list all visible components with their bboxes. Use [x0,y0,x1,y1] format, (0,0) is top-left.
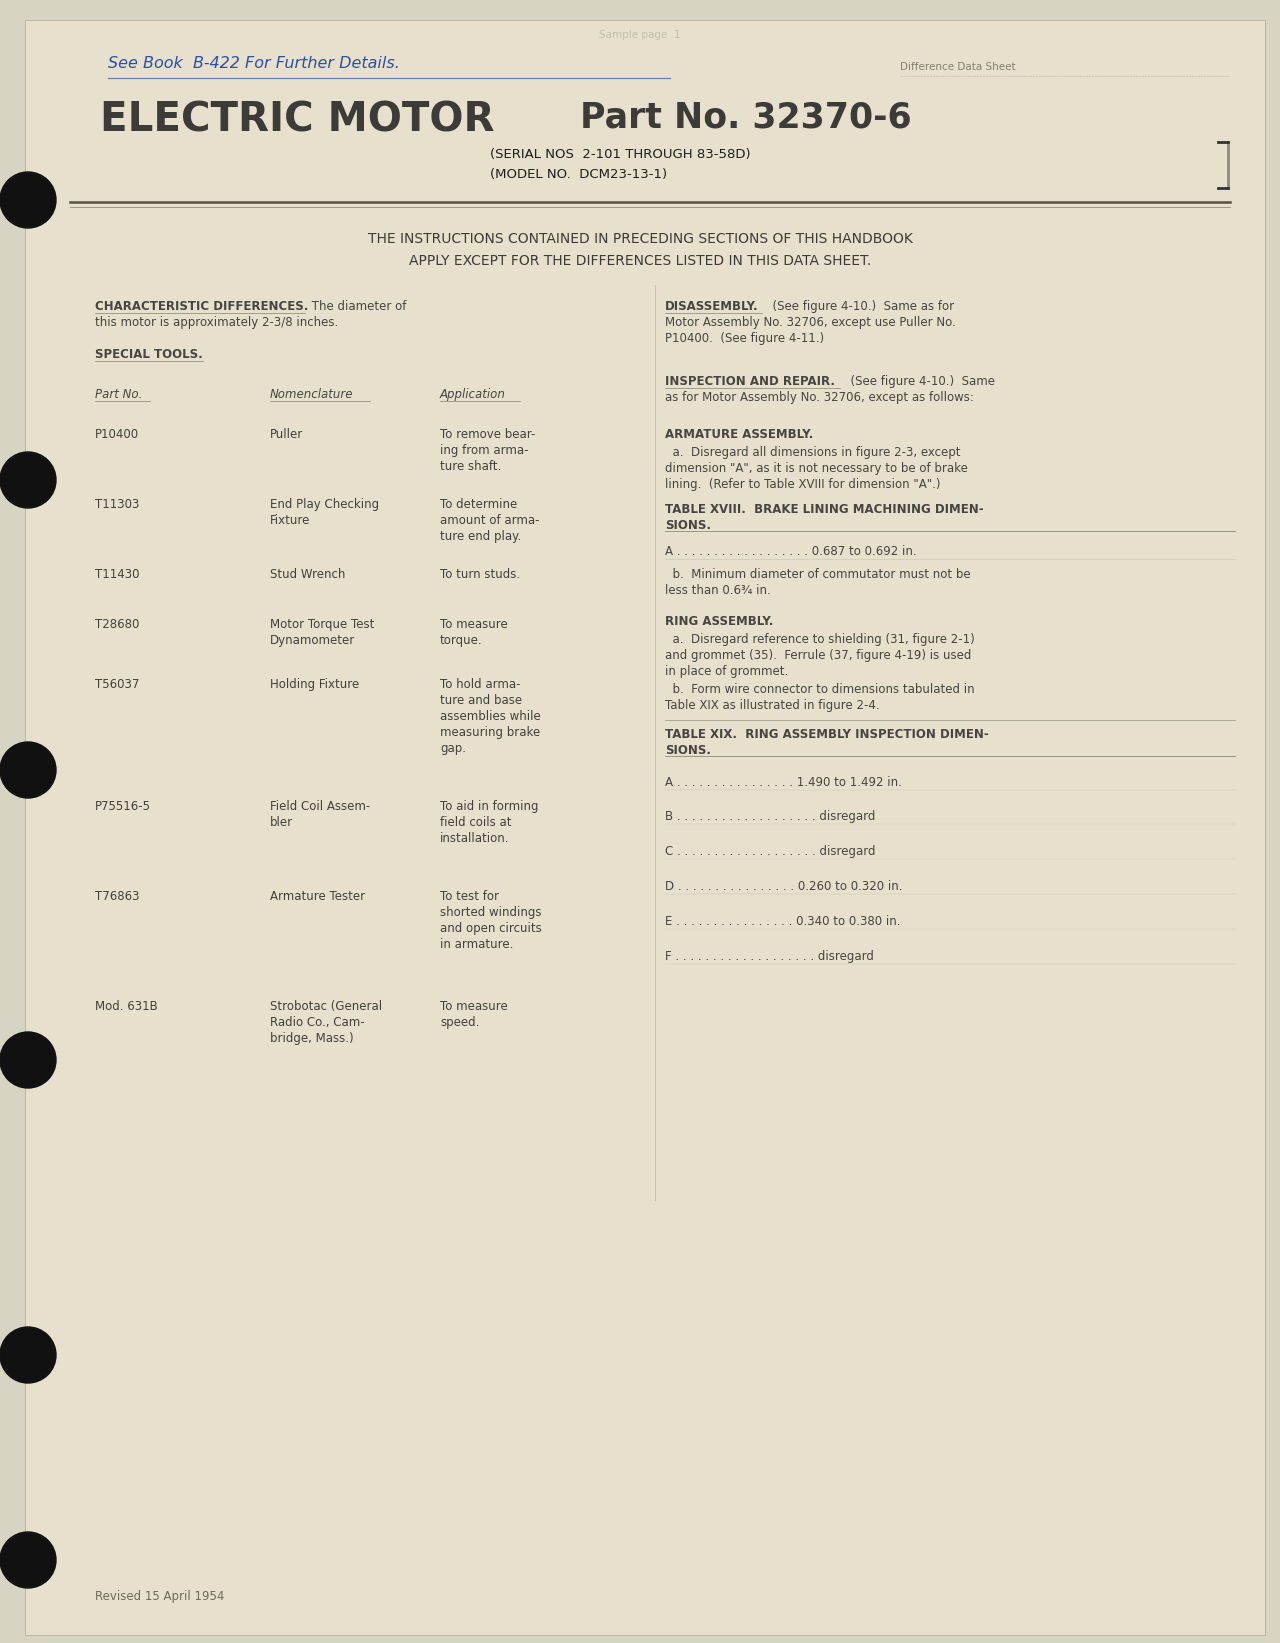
Text: To remove bear-: To remove bear- [440,427,535,440]
Text: b.  Form wire connector to dimensions tabulated in: b. Form wire connector to dimensions tab… [666,683,974,697]
Text: Dynamometer: Dynamometer [270,634,356,647]
Text: THE INSTRUCTIONS CONTAINED IN PRECEDING SECTIONS OF THIS HANDBOOK: THE INSTRUCTIONS CONTAINED IN PRECEDING … [367,232,913,246]
Text: The diameter of: The diameter of [308,301,406,314]
Text: Armature Tester: Armature Tester [270,891,365,904]
Text: amount of arma-: amount of arma- [440,514,539,527]
Text: To test for: To test for [440,891,499,904]
Text: Application: Application [440,388,506,401]
Text: (MODEL NO.  DCM23-13-1): (MODEL NO. DCM23-13-1) [490,168,667,181]
Text: Mod. 631B: Mod. 631B [95,1001,157,1014]
Circle shape [0,1531,56,1589]
Text: T28680: T28680 [95,618,140,631]
Text: ARMATURE ASSEMBLY.: ARMATURE ASSEMBLY. [666,427,813,440]
Text: P10400.  (See figure 4-11.): P10400. (See figure 4-11.) [666,332,824,345]
Text: Part No.: Part No. [95,388,142,401]
Text: less than 0.6¾ in.: less than 0.6¾ in. [666,583,771,596]
Text: TABLE XVIII.  BRAKE LINING MACHINING DIMEN-: TABLE XVIII. BRAKE LINING MACHINING DIME… [666,503,983,516]
Text: A . . . . . . . . . . . . . . . . . . 0.687 to 0.692 in.: A . . . . . . . . . . . . . . . . . . 0.… [666,545,916,559]
Text: To turn studs.: To turn studs. [440,568,520,582]
Text: Motor Assembly No. 32706, except use Puller No.: Motor Assembly No. 32706, except use Pul… [666,315,956,329]
Text: ture shaft.: ture shaft. [440,460,502,473]
Text: Table XIX as illustrated in figure 2-4.: Table XIX as illustrated in figure 2-4. [666,698,879,711]
Text: installation.: installation. [440,831,509,845]
Text: Difference Data Sheet: Difference Data Sheet [900,62,1015,72]
Text: RING ASSEMBLY.: RING ASSEMBLY. [666,614,773,628]
Text: T56037: T56037 [95,679,140,692]
Text: To hold arma-: To hold arma- [440,679,521,692]
Text: D . . . . . . . . . . . . . . . . 0.260 to 0.320 in.: D . . . . . . . . . . . . . . . . 0.260 … [666,881,902,894]
Text: a.  Disregard all dimensions in figure 2-3, except: a. Disregard all dimensions in figure 2-… [666,445,960,458]
Text: ELECTRIC MOTOR: ELECTRIC MOTOR [100,100,494,140]
Text: in armature.: in armature. [440,938,513,951]
Text: this motor is approximately 2-3/8 inches.: this motor is approximately 2-3/8 inches… [95,315,338,329]
Text: bridge, Mass.): bridge, Mass.) [270,1032,353,1045]
Text: SIONS.: SIONS. [666,744,710,757]
Text: Part No. 32370-6: Part No. 32370-6 [580,100,911,135]
Text: APPLY EXCEPT FOR THE DIFFERENCES LISTED IN THIS DATA SHEET.: APPLY EXCEPT FOR THE DIFFERENCES LISTED … [408,255,872,268]
Text: Sample page  1: Sample page 1 [599,30,681,39]
Text: T11430: T11430 [95,568,140,582]
Text: SIONS.: SIONS. [666,519,710,532]
Text: (SERIAL NOS  2-101 THROUGH 83-58D): (SERIAL NOS 2-101 THROUGH 83-58D) [490,148,750,161]
Text: INSPECTION AND REPAIR.: INSPECTION AND REPAIR. [666,375,835,388]
Circle shape [0,173,56,228]
Text: To determine: To determine [440,498,517,511]
Text: To measure: To measure [440,618,508,631]
Text: Stud Wrench: Stud Wrench [270,568,346,582]
Text: T11303: T11303 [95,498,140,511]
Circle shape [0,452,56,508]
Text: Nomenclature: Nomenclature [270,388,353,401]
Text: A . . . . . . . . . . . . . . . . 1.490 to 1.492 in.: A . . . . . . . . . . . . . . . . 1.490 … [666,775,902,789]
Text: TABLE XIX.  RING ASSEMBLY INSPECTION DIMEN-: TABLE XIX. RING ASSEMBLY INSPECTION DIME… [666,728,988,741]
Text: ture and base: ture and base [440,693,522,706]
Text: as for Motor Assembly No. 32706, except as follows:: as for Motor Assembly No. 32706, except … [666,391,974,404]
Text: Motor Torque Test: Motor Torque Test [270,618,374,631]
Text: CHARACTERISTIC DIFFERENCES.: CHARACTERISTIC DIFFERENCES. [95,301,308,314]
Text: Strobotac (General: Strobotac (General [270,1001,383,1014]
Text: Revised 15 April 1954: Revised 15 April 1954 [95,1590,224,1604]
Text: (See figure 4-10.)  Same as for: (See figure 4-10.) Same as for [765,301,954,314]
Text: Puller: Puller [270,427,303,440]
Text: ing from arma-: ing from arma- [440,444,529,457]
Text: a.  Disregard reference to shielding (31, figure 2-1): a. Disregard reference to shielding (31,… [666,633,975,646]
Text: ture end play.: ture end play. [440,531,521,542]
Text: Holding Fixture: Holding Fixture [270,679,360,692]
Circle shape [0,1328,56,1383]
Circle shape [0,1032,56,1088]
Text: Fixture: Fixture [270,514,310,527]
Text: speed.: speed. [440,1015,480,1029]
Text: P75516-5: P75516-5 [95,800,151,813]
Text: DISASSEMBLY.: DISASSEMBLY. [666,301,759,314]
Text: To aid in forming: To aid in forming [440,800,539,813]
Text: P10400: P10400 [95,427,140,440]
Text: End Play Checking: End Play Checking [270,498,379,511]
Text: T76863: T76863 [95,891,140,904]
Text: B . . . . . . . . . . . . . . . . . . . disregard: B . . . . . . . . . . . . . . . . . . . … [666,810,876,823]
Circle shape [0,743,56,798]
Text: (See figure 4-10.)  Same: (See figure 4-10.) Same [844,375,995,388]
Text: Radio Co., Cam-: Radio Co., Cam- [270,1015,365,1029]
Text: torque.: torque. [440,634,483,647]
Text: measuring brake: measuring brake [440,726,540,739]
Text: SPECIAL TOOLS.: SPECIAL TOOLS. [95,348,202,361]
Text: and grommet (35).  Ferrule (37, figure 4-19) is used: and grommet (35). Ferrule (37, figure 4-… [666,649,972,662]
Text: Field Coil Assem-: Field Coil Assem- [270,800,370,813]
Text: E . . . . . . . . . . . . . . . . 0.340 to 0.380 in.: E . . . . . . . . . . . . . . . . 0.340 … [666,915,901,928]
Text: in place of grommet.: in place of grommet. [666,665,788,679]
Text: field coils at: field coils at [440,817,512,830]
Text: See Book  B-422 For Further Details.: See Book B-422 For Further Details. [108,56,399,71]
Text: lining.  (Refer to Table XVIII for dimension "A".): lining. (Refer to Table XVIII for dimens… [666,478,941,491]
Text: assemblies while: assemblies while [440,710,540,723]
Text: dimension "A", as it is not necessary to be of brake: dimension "A", as it is not necessary to… [666,462,968,475]
Text: gap.: gap. [440,743,466,756]
Text: bler: bler [270,817,293,830]
Text: To measure: To measure [440,1001,508,1014]
Text: b.  Minimum diameter of commutator must not be: b. Minimum diameter of commutator must n… [666,568,970,582]
Text: shorted windings: shorted windings [440,905,541,918]
Text: C . . . . . . . . . . . . . . . . . . . disregard: C . . . . . . . . . . . . . . . . . . . … [666,845,876,858]
Text: and open circuits: and open circuits [440,922,541,935]
Text: F . . . . . . . . . . . . . . . . . . . disregard: F . . . . . . . . . . . . . . . . . . . … [666,950,874,963]
